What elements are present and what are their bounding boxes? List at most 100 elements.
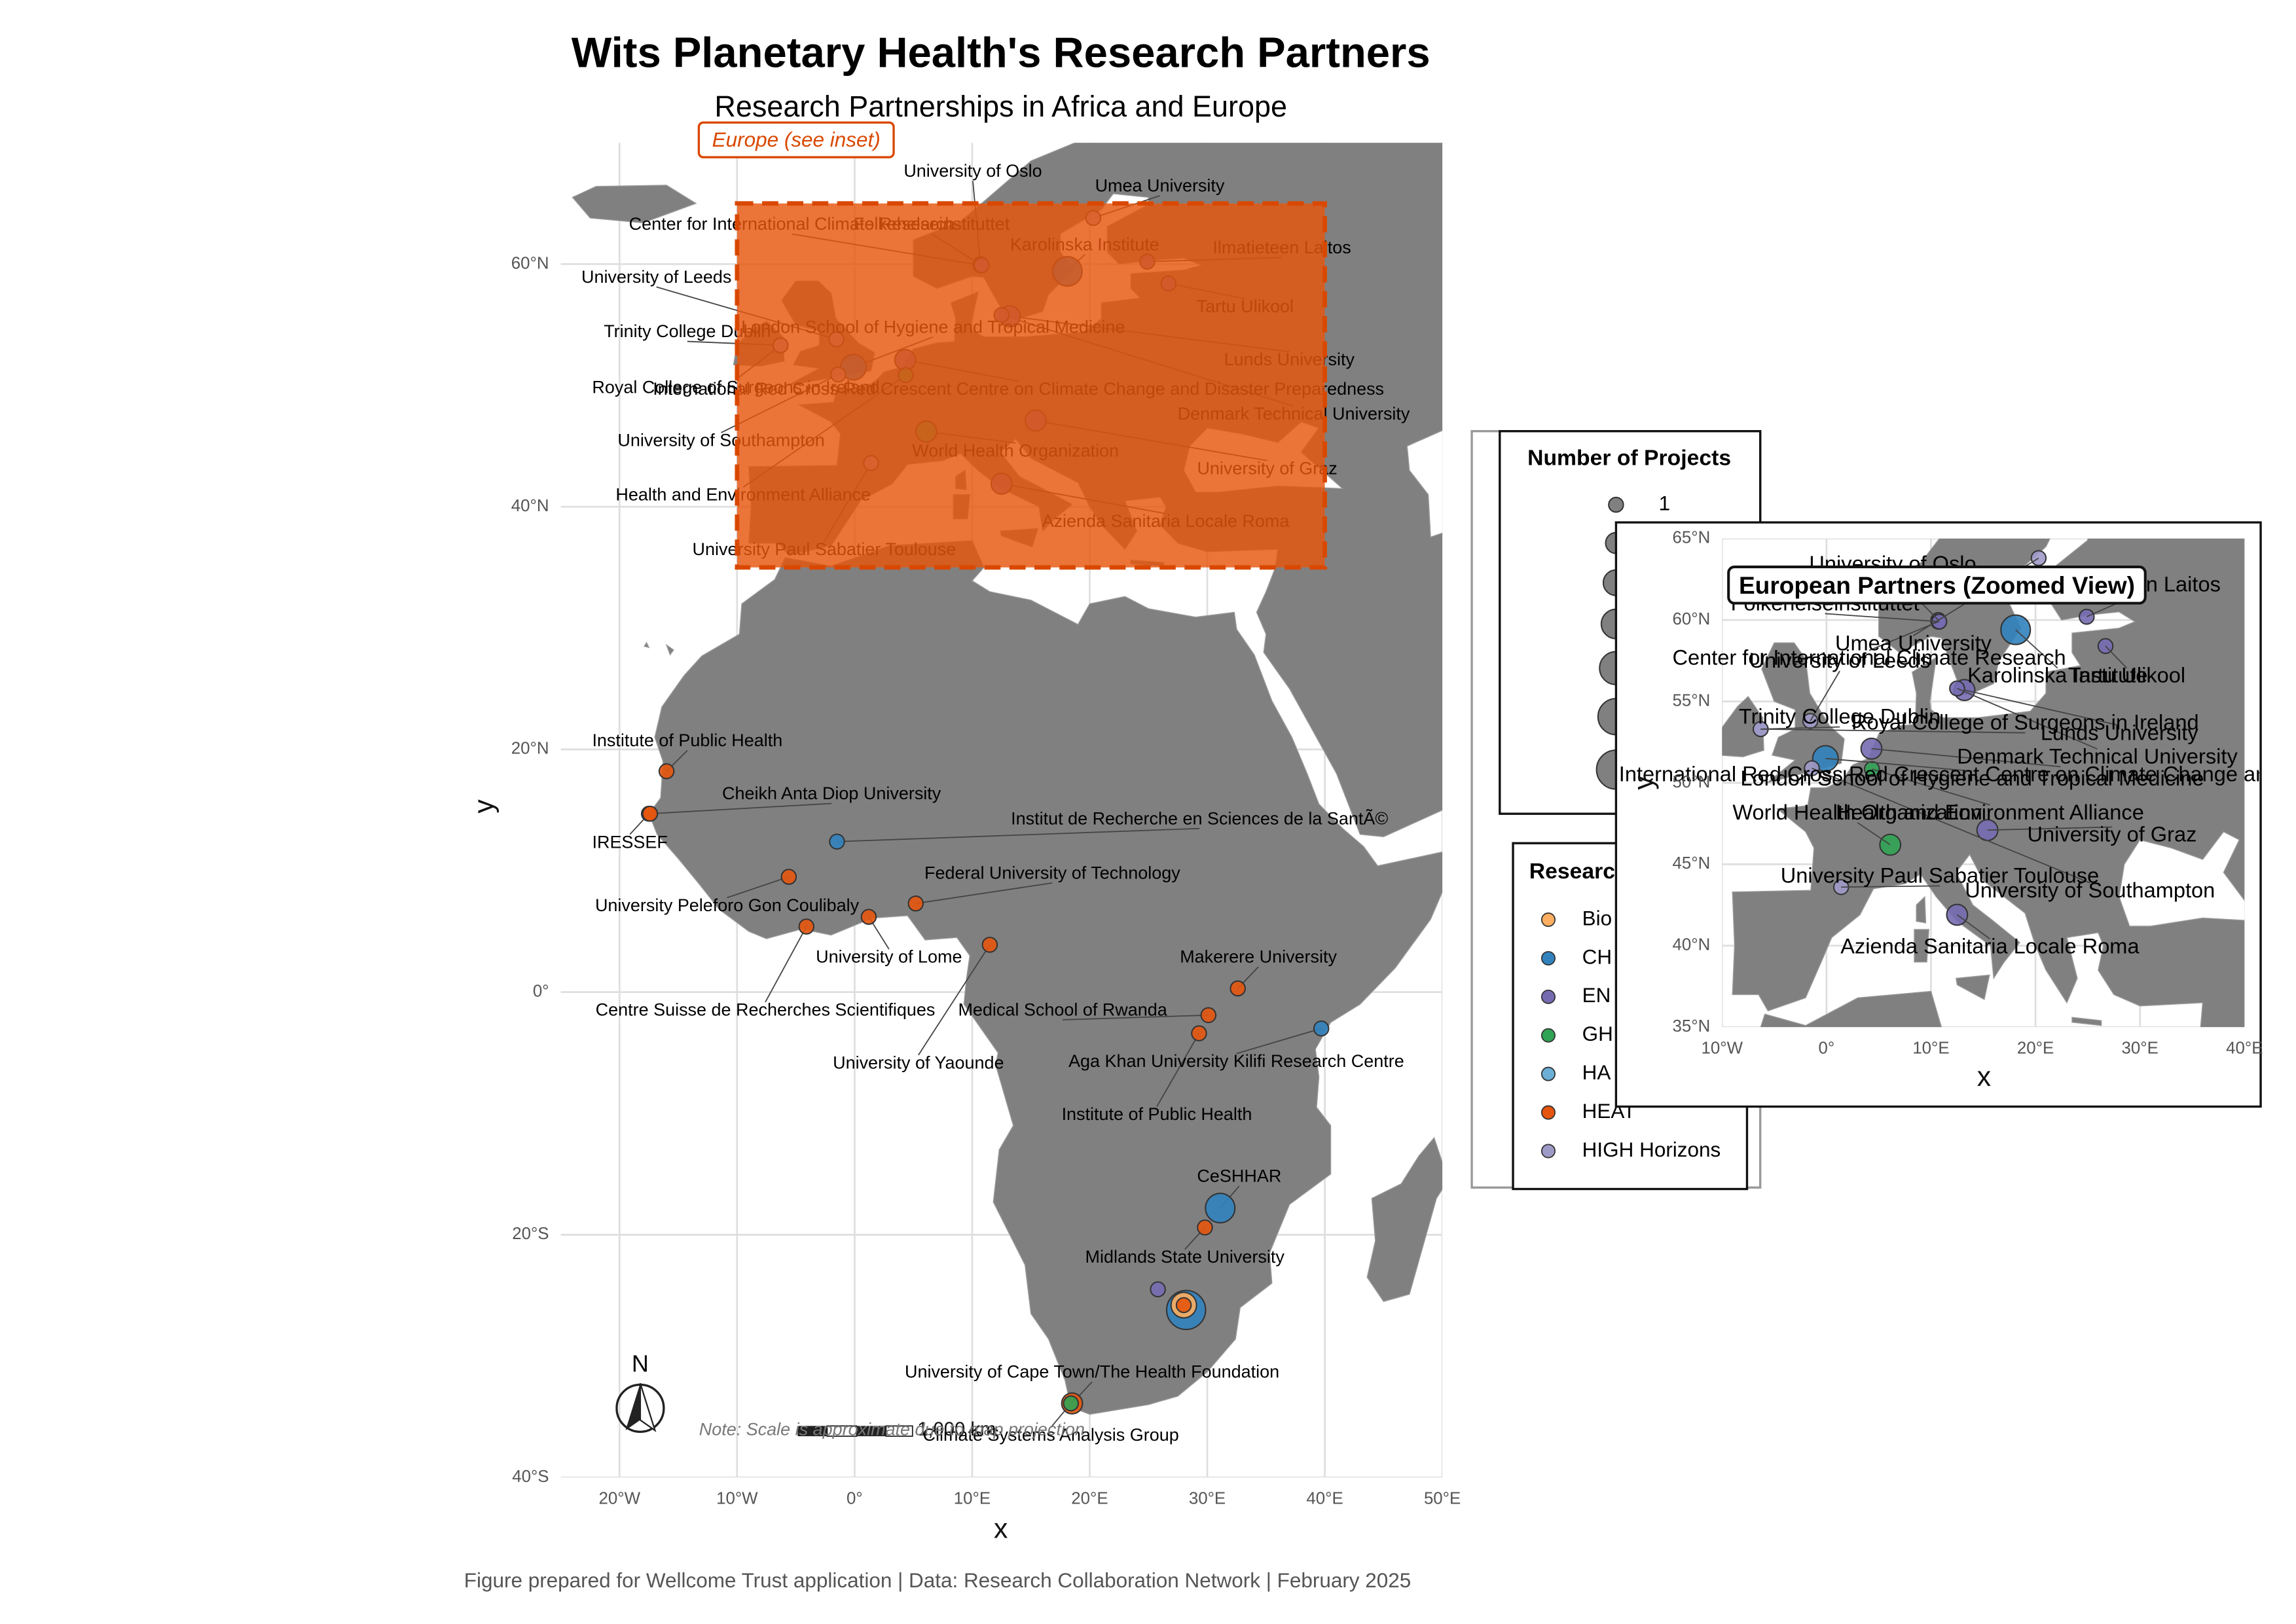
partner-label: IRESSEF [592, 832, 667, 852]
partner-label: Umea University [1835, 630, 1992, 655]
legend-label: EN [1582, 984, 1611, 1007]
x-tick-label: 10°W [1702, 1039, 1743, 1058]
x-tick-label: 50°E [1424, 1490, 1461, 1508]
partner-label: Denmark Technical University [1957, 744, 2238, 768]
x-tick-label: 30°E [1189, 1490, 1226, 1508]
partner-label: University of Leeds [1749, 648, 1931, 672]
legend-label: HA [1582, 1061, 1611, 1084]
land [1914, 929, 1930, 963]
label-segment [1760, 728, 2026, 734]
land [1366, 1136, 1443, 1303]
inset-extent [735, 201, 1327, 570]
label-segment [1236, 1028, 1322, 1055]
inset-map: Karolinska Institute London School of Hyg… [1614, 521, 2296, 1108]
scale-note: Note: Scale is approximate due to map pr… [699, 1419, 1085, 1439]
legend-key [1540, 1144, 1556, 1159]
partner-point [798, 918, 815, 935]
label-segment [915, 882, 1053, 905]
y-axis-title: y [1628, 776, 1660, 790]
land [1722, 696, 1764, 757]
label-segment [1956, 914, 1990, 940]
x-tick-label: 20°W [599, 1490, 641, 1508]
partner-label: University Peleforo Gon Coulibaly [595, 895, 860, 915]
partner-label: Institute of Public Health [1062, 1104, 1252, 1124]
scale-segment [856, 1426, 886, 1437]
north-arrow-left [625, 1383, 640, 1431]
inset-title: European Partners (Zoomed View) [1739, 571, 2135, 599]
legend-key [1540, 1105, 1556, 1120]
caption: Figure prepared for Wellcome Trust appli… [464, 1569, 1412, 1592]
label-segment [1964, 689, 2120, 727]
y-tick-label: 60°N [1673, 610, 1711, 628]
label-segment [1868, 621, 1939, 651]
label-segment [1987, 826, 2113, 831]
land [643, 641, 650, 649]
partner-label: Health and Environment Alliance [1836, 800, 2144, 824]
y-tick-label: 40°N [1673, 936, 1711, 954]
partner-point [1191, 1025, 1207, 1041]
partner-point [1879, 833, 1902, 856]
y-tick-label: 20°S [512, 1225, 549, 1243]
partner-label: Trinity College Dublin [1739, 704, 1941, 729]
size-legend-title: Number of Projects [1527, 445, 1731, 470]
scale-label: 1,000 km [917, 1419, 996, 1440]
partner-label: University Paul Sabatier Toulouse [1781, 863, 2100, 887]
legend-label: GH [1582, 1022, 1613, 1045]
partner-label: University of Oslo [903, 161, 1042, 181]
x-tick-label: 10°E [954, 1490, 991, 1508]
main-map: Institut de Recherche en Sciences de la … [468, 121, 1461, 1544]
label-segment [1871, 748, 2061, 768]
partner-label: Azienda Sanitaria Locale Roma [1840, 933, 2140, 958]
x-tick-label: 10°E [1912, 1039, 1949, 1058]
legend-key [1540, 912, 1556, 928]
partner-label: University of Lome [816, 947, 962, 967]
x-axis-title: x [994, 1513, 1008, 1544]
partner-point [829, 833, 845, 850]
chart-title: Wits Planetary Health's Research Partner… [572, 29, 1430, 77]
x-tick-label: 10°W [716, 1490, 758, 1508]
y-tick-label: 40°N [511, 497, 549, 515]
partner-label: University of Cape Town/The Health Found… [905, 1362, 1279, 1382]
partner-label: University of Yaounde [833, 1053, 1004, 1072]
partner-label: International Red Cross Red Crescent Cen… [1619, 761, 2296, 785]
inset-panel [1722, 538, 2245, 1028]
scale-bar: 1,000 km Note: Scale is approximate due … [699, 1419, 1085, 1440]
partner-point [1205, 1193, 1236, 1224]
land [1732, 538, 2245, 1028]
partner-label: Institute of Public Health [592, 731, 782, 750]
partner-label: World Health Organization [1732, 800, 1982, 824]
partner-point [2030, 550, 2047, 566]
x-tick-label: 40°E [2226, 1039, 2263, 1058]
x-tick-label: 20°E [2017, 1039, 2054, 1058]
north-arrow: N [615, 1350, 665, 1434]
legend-key [1540, 1028, 1556, 1043]
partner-label: Lunds University [2041, 720, 2199, 744]
legend-label: HIGH Horizons [1582, 1138, 1721, 1161]
partner-point [658, 763, 675, 780]
size-key-label: 1 [1659, 492, 1671, 514]
y-tick-label: 20°N [511, 740, 549, 758]
y-tick-label: 65°N [1673, 529, 1711, 547]
partner-label: Aga Khan University Kilifi Research Cent… [1068, 1051, 1404, 1071]
inset-label: Europe (see inset) [712, 128, 881, 151]
land [572, 185, 697, 224]
y-tick-label: 0° [533, 982, 549, 1000]
partner-point [1150, 1281, 1166, 1298]
partner-label: London School of Hygiene and Tropical Me… [1740, 766, 2204, 790]
y-tick-label: 50°N [1673, 773, 1711, 791]
legend-label: CH [1582, 945, 1612, 968]
label-segment [2105, 645, 2128, 669]
partner-label: Cheikh Anta Diop University [722, 784, 941, 803]
x-tick-label: 30°E [2122, 1039, 2159, 1058]
land [648, 540, 1443, 1415]
label-segment [1812, 767, 2090, 884]
legend-label: Bio [1582, 907, 1612, 929]
label-segment [727, 876, 790, 899]
partner-point [860, 909, 877, 925]
partner-label: Karolinska Institute [1967, 663, 2147, 687]
y-tick-label: 60°N [511, 254, 549, 272]
partner-label: Midlands State University [1085, 1247, 1285, 1267]
x-tick-label: 0° [1819, 1039, 1835, 1058]
partner-label: Centre Suisse de Recherches Scientifique… [596, 1000, 936, 1020]
